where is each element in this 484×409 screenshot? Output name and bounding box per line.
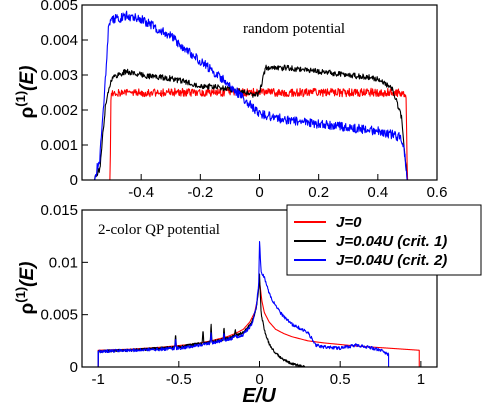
legend-label-2: J=0.04U (crit. 1) xyxy=(336,233,447,250)
bottom-y-axis-label: ρ(1)(E) xyxy=(13,262,38,315)
bottom-chart: -1 -0.5 0 0.5 1 0 0.005 0.01 0.015 2-color QP po… xyxy=(13,202,482,407)
bottom-y-tick-label: 0.01 xyxy=(49,254,78,271)
bottom-annotation: 2-color QP potential xyxy=(98,222,220,238)
bottom-x-tick-label: 0.5 xyxy=(330,371,351,388)
bottom-x-tick-label: -1 xyxy=(91,371,104,388)
x-axis-label: E/U xyxy=(242,385,276,407)
top-x-tick-label: 0 xyxy=(255,184,263,201)
top-x-tick-label: -0.2 xyxy=(187,184,213,201)
top-x-tick-label: -0.4 xyxy=(128,184,154,201)
top-y-axis-label: ρ(1)(E) xyxy=(13,66,38,119)
top-y-tick-label: 0 xyxy=(70,172,78,189)
bottom-x-tick-label: -0.5 xyxy=(166,371,192,388)
bottom-y-tick-label: 0.005 xyxy=(40,307,78,324)
top-y-tick-label: 0.004 xyxy=(40,32,78,49)
top-series-3-line xyxy=(82,10,437,180)
legend-label-1: J=0 xyxy=(336,214,362,231)
bottom-x-tick-label: 0 xyxy=(255,371,263,388)
top-y-tick-label: 0.005 xyxy=(40,0,78,14)
top-y-tick-label: 0.003 xyxy=(40,67,78,84)
bottom-plot-frame xyxy=(81,209,438,368)
top-chart: -0.4 -0.2 0 0.2 0.4 0.6 0 0.001 0.002 0.003 0.004 0… xyxy=(13,0,447,201)
top-y-tick-label: 0.001 xyxy=(40,137,78,154)
bottom-y-tick-label: 0 xyxy=(70,359,78,376)
legend-item-1: J=0 xyxy=(294,214,362,231)
bottom-y-tick-label: 0.015 xyxy=(40,202,78,219)
bottom-x-tick-label: 1 xyxy=(417,371,425,388)
top-x-tick-label: 0.2 xyxy=(308,184,329,201)
bottom-series-3-line xyxy=(97,240,390,367)
top-x-tick-label: 0.6 xyxy=(427,184,448,201)
bottom-series-2-line xyxy=(97,273,306,367)
legend-item-3: J=0.04U (crit. 2) xyxy=(294,252,447,269)
top-y-tick-label: 0.002 xyxy=(40,102,78,119)
top-series-2-line xyxy=(82,64,437,180)
legend-item-2: J=0.04U (crit. 1) xyxy=(294,233,447,250)
top-plot-frame xyxy=(81,4,438,181)
top-annotation: random potential xyxy=(243,21,345,37)
legend: J=0 J=0.04U (crit. 1) J=0.04U (crit. 2) xyxy=(286,204,482,276)
legend-label-3: J=0.04U (crit. 2) xyxy=(336,252,447,269)
top-x-tick-label: 0.4 xyxy=(367,184,388,201)
bottom-series-1-line xyxy=(97,281,420,367)
top-series-1-line xyxy=(82,87,437,180)
